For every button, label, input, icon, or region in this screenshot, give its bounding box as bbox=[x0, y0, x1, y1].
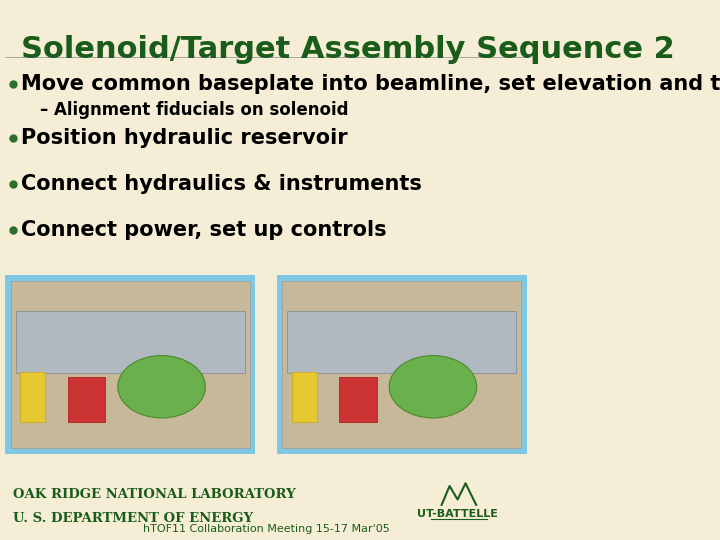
Text: hTOF11 Collaboration Meeting 15-17 Mar'05: hTOF11 Collaboration Meeting 15-17 Mar'0… bbox=[143, 523, 390, 534]
FancyBboxPatch shape bbox=[292, 372, 317, 422]
FancyBboxPatch shape bbox=[5, 275, 256, 454]
FancyBboxPatch shape bbox=[276, 275, 527, 454]
Text: OAK RIDGE NATIONAL LABORATORY: OAK RIDGE NATIONAL LABORATORY bbox=[13, 488, 296, 501]
Text: Position hydraulic reservoir: Position hydraulic reservoir bbox=[22, 127, 348, 148]
Text: – Alignment fiducials on solenoid: – Alignment fiducials on solenoid bbox=[40, 100, 348, 119]
Text: U. S. DEPARTMENT OF ENERGY: U. S. DEPARTMENT OF ENERGY bbox=[13, 512, 253, 525]
FancyBboxPatch shape bbox=[16, 311, 245, 374]
Ellipse shape bbox=[390, 355, 477, 418]
FancyBboxPatch shape bbox=[68, 377, 105, 422]
Text: Move common baseplate into beamline, set elevation and tilt: Move common baseplate into beamline, set… bbox=[22, 73, 720, 94]
Text: Solenoid/Target Assembly Sequence 2: Solenoid/Target Assembly Sequence 2 bbox=[22, 35, 675, 64]
Text: UT-BATTELLE: UT-BATTELLE bbox=[417, 509, 498, 519]
FancyBboxPatch shape bbox=[20, 372, 45, 422]
FancyBboxPatch shape bbox=[287, 311, 516, 374]
Text: Connect power, set up controls: Connect power, set up controls bbox=[22, 219, 387, 240]
FancyBboxPatch shape bbox=[339, 377, 377, 422]
Text: Connect hydraulics & instruments: Connect hydraulics & instruments bbox=[22, 173, 422, 194]
Ellipse shape bbox=[118, 355, 205, 418]
FancyBboxPatch shape bbox=[282, 281, 521, 448]
FancyBboxPatch shape bbox=[11, 281, 250, 448]
